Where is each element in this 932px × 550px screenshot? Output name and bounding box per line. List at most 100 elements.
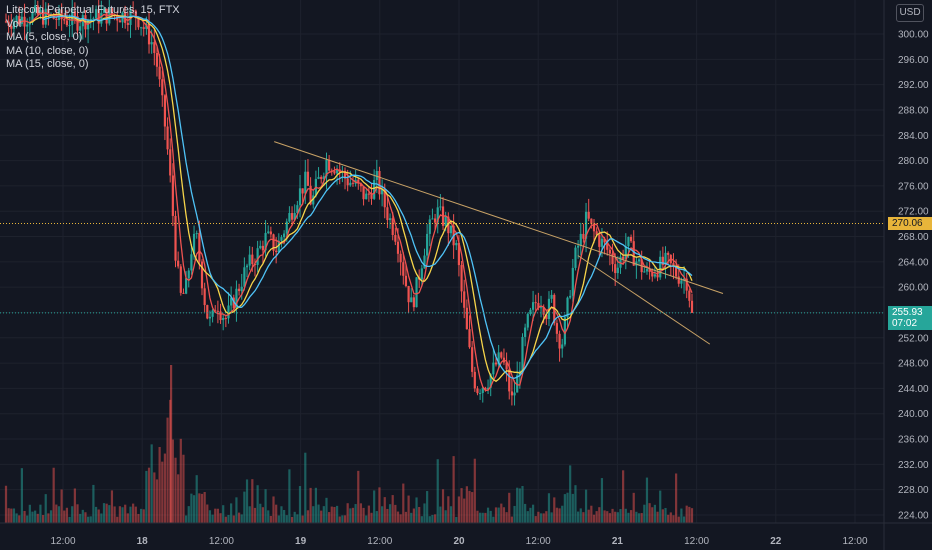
volume-bar bbox=[614, 511, 617, 523]
volume-bar bbox=[381, 506, 384, 523]
legend-vol[interactable]: Vol bbox=[6, 17, 22, 30]
candle-body bbox=[92, 18, 95, 20]
volume-bar bbox=[627, 512, 630, 523]
volume-bar bbox=[359, 503, 363, 523]
time-tick-label: 18 bbox=[137, 536, 149, 547]
volume-bar bbox=[481, 512, 484, 523]
price-tick-label: 224.00 bbox=[898, 511, 929, 522]
candle-body bbox=[653, 274, 657, 277]
volume-bar bbox=[108, 505, 111, 523]
volume-bar bbox=[253, 507, 257, 523]
time-axis[interactable]: 12:00 18 12:00 19 12:00 20 12:00 21 12:00 22 12:00 bbox=[0, 522, 932, 547]
volume-bar bbox=[629, 510, 633, 523]
candle-body bbox=[126, 22, 129, 25]
candle-body bbox=[521, 336, 524, 371]
volume-bar bbox=[497, 507, 500, 523]
time-tick-label: 19 bbox=[295, 536, 307, 547]
volume-bar bbox=[455, 516, 458, 523]
candle-body bbox=[18, 15, 21, 24]
candle-body bbox=[192, 233, 196, 255]
currency-button[interactable]: USD bbox=[896, 4, 924, 22]
candle-body bbox=[606, 242, 609, 250]
volume-bar bbox=[325, 497, 328, 523]
volume-bar bbox=[306, 510, 310, 523]
candle-body bbox=[328, 159, 331, 171]
volume-bar bbox=[328, 512, 331, 523]
candle-body bbox=[68, 24, 71, 26]
candle-body bbox=[388, 218, 392, 221]
time-tick-label: 12:00 bbox=[209, 536, 234, 547]
volume-bar bbox=[147, 467, 151, 523]
candle-body bbox=[277, 240, 280, 252]
candle-body bbox=[494, 362, 498, 365]
candle-body bbox=[569, 295, 572, 298]
price-axis[interactable]: 224.00 228.00 232.00 236.00 240.00 244.00 248.… bbox=[883, 0, 929, 550]
candle-body bbox=[479, 392, 482, 394]
candle-body bbox=[320, 176, 323, 180]
legend-ma10[interactable]: MA (10, close, 0) bbox=[6, 44, 89, 57]
candle-body bbox=[169, 149, 172, 176]
volume-bar bbox=[118, 506, 121, 523]
candle-body bbox=[158, 66, 161, 80]
time-tick-label: 12:00 bbox=[842, 536, 867, 547]
volume-bar bbox=[256, 485, 259, 523]
candle-body bbox=[672, 263, 675, 267]
volume-bar bbox=[314, 487, 317, 523]
legend-ma5[interactable]: MA (5, close, 0) bbox=[6, 31, 83, 43]
candle-body bbox=[275, 250, 278, 252]
volume-bar bbox=[100, 513, 103, 523]
volume-bar bbox=[460, 488, 463, 523]
candle-body bbox=[616, 267, 619, 274]
candle-body bbox=[293, 212, 296, 220]
volume-bar bbox=[192, 495, 196, 523]
volume-bar bbox=[378, 487, 381, 523]
legend-ma15[interactable]: MA (15, close, 0) bbox=[6, 58, 89, 70]
candle-body bbox=[298, 188, 302, 206]
volume-bar bbox=[616, 512, 619, 523]
candle-body bbox=[473, 371, 476, 389]
candle-body bbox=[603, 238, 606, 243]
candle-body bbox=[145, 23, 148, 29]
candle-body bbox=[561, 344, 564, 349]
volume-bar bbox=[163, 453, 167, 523]
ma-line-5 bbox=[16, 11, 693, 392]
candle-body bbox=[134, 10, 137, 18]
volume-bar bbox=[563, 494, 566, 523]
candle-body bbox=[351, 182, 355, 184]
volume-bar bbox=[685, 505, 688, 523]
volume-bar bbox=[113, 506, 116, 523]
trendline-2[interactable] bbox=[577, 255, 711, 345]
volume-bar bbox=[243, 491, 246, 523]
candle-body bbox=[534, 302, 537, 304]
candle-body bbox=[309, 185, 312, 205]
volume-bar bbox=[7, 508, 10, 523]
candle-body bbox=[659, 256, 662, 278]
candle-body bbox=[272, 234, 275, 251]
candle-body bbox=[290, 213, 294, 220]
volume-bar bbox=[208, 510, 212, 523]
volume-bar bbox=[264, 489, 267, 523]
volume-bar bbox=[598, 507, 601, 523]
volume-bar bbox=[484, 512, 487, 523]
candle-body bbox=[190, 254, 193, 271]
volume-bar bbox=[407, 495, 410, 523]
candle-body bbox=[648, 269, 651, 272]
trendline-1[interactable] bbox=[274, 141, 724, 294]
volume-bar bbox=[545, 511, 548, 523]
candle-body bbox=[643, 271, 646, 273]
candle-body bbox=[402, 262, 405, 276]
volume-bar bbox=[619, 509, 622, 523]
candle-body bbox=[489, 374, 492, 388]
candle-body bbox=[378, 170, 381, 195]
candle-body bbox=[73, 11, 76, 17]
trendlines[interactable] bbox=[274, 141, 724, 345]
candle-body bbox=[449, 225, 453, 234]
volume-bar bbox=[343, 515, 347, 523]
volume-bar bbox=[534, 516, 537, 523]
candle-body bbox=[444, 216, 447, 226]
candle-body bbox=[65, 20, 69, 26]
symbol-title[interactable]: Litecoin Perpetual Futures, 15, FTX bbox=[6, 4, 180, 16]
candle-body bbox=[436, 207, 439, 223]
moving-average-lines bbox=[16, 11, 693, 392]
